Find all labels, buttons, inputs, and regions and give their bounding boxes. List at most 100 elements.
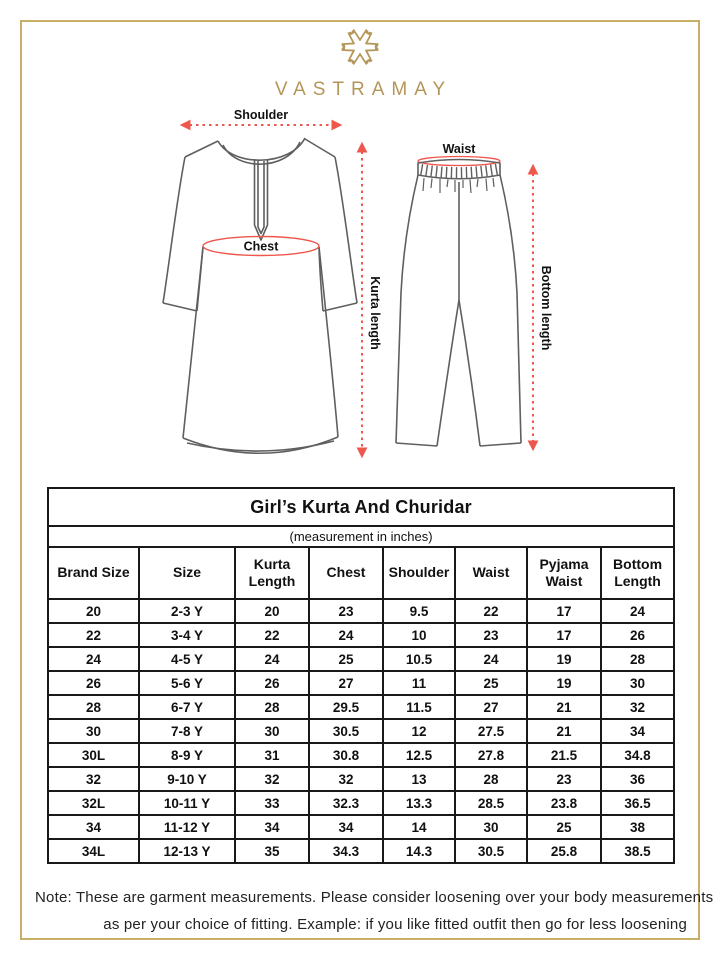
table-cell: 36 [599,766,676,792]
table-cell: 32 [234,766,310,792]
kurta-outline [162,137,358,454]
column-header: Pyjama Waist [526,546,602,600]
table-cell: 20 [234,598,310,624]
table-cell: 25 [454,670,528,696]
table-cell: 29.5 [308,694,384,720]
table-cell: 22 [454,598,528,624]
brand-emblem-icon [339,28,381,66]
churidar-outline [395,158,522,447]
table-cell: 2-3 Y [138,598,236,624]
column-header: Size [138,546,236,600]
note-line-1: Note: These are garment measurements. Pl… [35,889,714,906]
column-header: Kurta Length [234,546,310,600]
table-cell: 30.5 [308,718,384,744]
table-cell: 13 [382,766,456,792]
table-cell: 9-10 Y [138,766,236,792]
table-cell: 34 [47,814,140,840]
table-cell: 38.5 [599,838,676,864]
column-header: Waist [454,546,528,600]
table-cell: 17 [526,622,602,648]
table-cell: 10 [382,622,456,648]
chest-label: Chest [244,240,280,254]
table-cell: 34 [234,814,310,840]
table-cell: 23 [308,598,384,624]
table-row: 30L 8-9 Y 31 30.8 12.5 27.8 21.5 34.8 [47,742,676,768]
kurta-length-label: Kurta length [368,276,382,350]
table-cell: 34.8 [599,742,676,768]
table-cell: 24 [599,598,676,624]
table-cell: 38 [599,814,676,840]
table-cell: 25.8 [526,838,602,864]
table-row: 30 7-8 Y 30 30.5 12 27.5 21 34 [47,718,676,744]
table-cell: 21 [526,694,602,720]
table-cell: 30 [599,670,676,696]
note-line-2: as per your choice of fitting. Example: … [103,916,687,933]
table-cell: 32.3 [308,790,384,816]
table-cell: 30 [454,814,528,840]
table-cell: 32 [599,694,676,720]
waist-ellipse [417,155,501,167]
brand-name: VASTRAMAY [274,79,453,100]
size-chart-table: Girl’s Kurta And Churidar (measurement i… [46,487,676,864]
table-cell: 34.3 [308,838,384,864]
table-row: 22 3-4 Y 22 24 10 23 17 26 [47,622,676,648]
shoulder-label: Shoulder [234,108,288,122]
table-cell: 12.5 [382,742,456,768]
table-cell: 9.5 [382,598,456,624]
bottom-length-label: Bottom length [539,266,553,351]
table-row: 32L 10-11 Y 33 32.3 13.3 28.5 23.8 36.5 [47,790,676,816]
table-cell: 32 [47,766,140,792]
table-row: 32 9-10 Y 32 32 13 28 23 36 [47,766,676,792]
table-cell: 5-6 Y [138,670,236,696]
table-cell: 30 [234,718,310,744]
table-cell: 14 [382,814,456,840]
table-cell: 13.3 [382,790,456,816]
table-cell: 24 [234,646,310,672]
table-cell: 11-12 Y [138,814,236,840]
table-cell: 14.3 [382,838,456,864]
table-cell: 27.5 [454,718,528,744]
table-cell: 28 [599,646,676,672]
table-cell: 28.5 [454,790,528,816]
table-cell: 28 [454,766,528,792]
table-cell: 12 [382,718,456,744]
table-header-row: Brand Size Size Kurta Length Chest Shoul… [47,546,676,600]
note-text: Note: These are garment measurements. Pl… [35,884,714,938]
table-cell: 26 [599,622,676,648]
table-cell: 34L [47,838,140,864]
table-cell: 27.8 [454,742,528,768]
table-row: 26 5-6 Y 26 27 11 25 19 30 [47,670,676,696]
table-title: Girl’s Kurta And Churidar [46,487,676,527]
table-cell: 35 [234,838,310,864]
table-cell: 24 [47,646,140,672]
table-cell: 23.8 [526,790,602,816]
table-row: 20 2-3 Y 20 23 9.5 22 17 24 [47,598,676,624]
table-cell: 17 [526,598,602,624]
table-cell: 19 [526,670,602,696]
table-cell: 23 [526,766,602,792]
column-header: Chest [308,546,384,600]
table-cell: 21 [526,718,602,744]
waist-label: Waist [443,142,477,156]
table-cell: 24 [308,622,384,648]
table-cell: 34 [599,718,676,744]
table-cell: 34 [308,814,384,840]
table-cell: 27 [454,694,528,720]
table-cell: 30.5 [454,838,528,864]
table-cell: 36.5 [599,790,676,816]
column-header: Bottom Length [599,546,676,600]
chest-ellipse [202,235,320,257]
table-cell: 6-7 Y [138,694,236,720]
column-header: Shoulder [382,546,456,600]
table-cell: 10.5 [382,646,456,672]
table-cell: 27 [308,670,384,696]
table-cell: 8-9 Y [138,742,236,768]
table-cell: 12-13 Y [138,838,236,864]
table-row: 24 4-5 Y 24 25 10.5 24 19 28 [47,646,676,672]
table-cell: 22 [47,622,140,648]
table-cell: 23 [454,622,528,648]
table-cell: 22 [234,622,310,648]
table-cell: 26 [47,670,140,696]
table-cell: 25 [308,646,384,672]
